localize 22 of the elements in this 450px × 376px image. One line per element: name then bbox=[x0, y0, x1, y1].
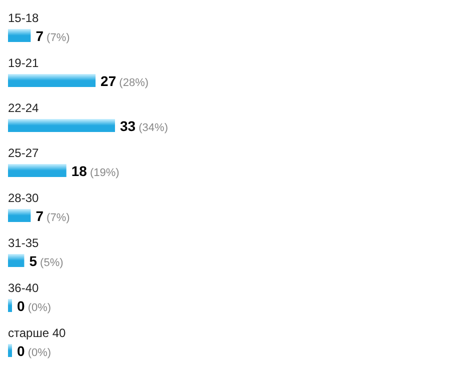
data-label: 0 (0%) bbox=[17, 298, 52, 314]
y-tick-label: 36-40 bbox=[8, 281, 40, 295]
bar bbox=[8, 164, 66, 177]
bar bbox=[8, 254, 24, 267]
data-label: 0 (0%) bbox=[17, 343, 52, 359]
y-tick-label: 31-35 bbox=[8, 236, 40, 250]
bar bbox=[8, 74, 96, 87]
data-label: 18 (19%) bbox=[71, 163, 120, 179]
bar bbox=[8, 119, 115, 132]
data-label: 27 (28%) bbox=[100, 73, 149, 89]
y-tick-label: 25-27 bbox=[8, 146, 40, 160]
bar bbox=[8, 209, 31, 222]
data-label: 33 (34%) bbox=[120, 118, 168, 134]
data-label: 5 (5%) bbox=[29, 253, 64, 269]
bar bbox=[8, 29, 31, 42]
data-label: 7 (7%) bbox=[36, 208, 70, 224]
y-tick-label: 15-18 bbox=[8, 11, 40, 25]
y-tick-label: старше 40 bbox=[8, 326, 66, 340]
data-label: 7 (7%) bbox=[36, 28, 70, 44]
y-tick-label: 19-21 bbox=[8, 56, 40, 70]
y-tick-label: 28-30 bbox=[8, 191, 40, 205]
y-tick-label: 22-24 bbox=[8, 101, 40, 115]
